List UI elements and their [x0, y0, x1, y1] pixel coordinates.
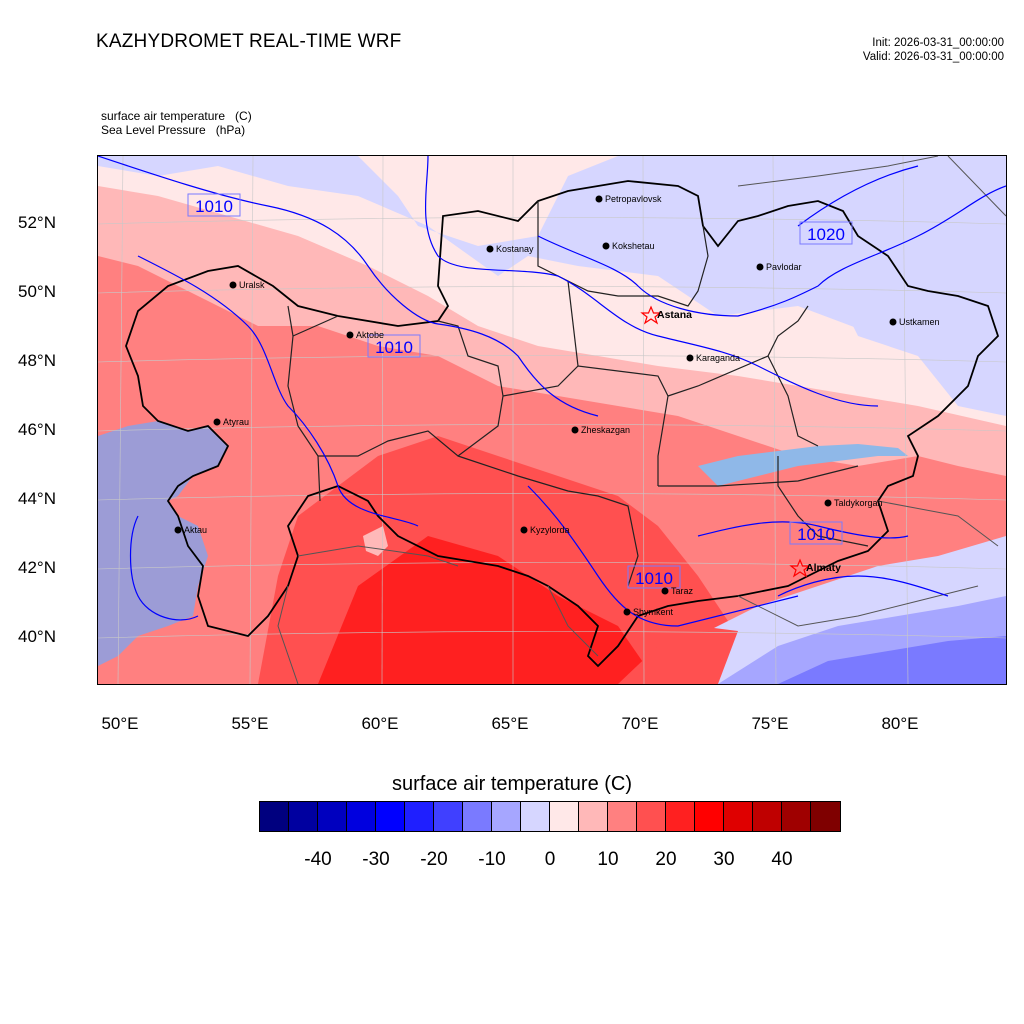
balkhash-lake	[698, 444, 908, 486]
valley-warm	[618, 626, 738, 684]
isobars	[98, 156, 1006, 627]
colorbar-swatch	[405, 802, 434, 831]
colorbar-swatch	[666, 802, 695, 831]
svg-text:1010: 1010	[797, 525, 835, 544]
colorbar-swatch	[753, 802, 782, 831]
graticule	[98, 156, 1006, 684]
lat-label: 46°N	[18, 420, 56, 439]
city-label: Kyzylorda	[530, 525, 570, 535]
map-svg: 1010 1020 1010 1010 1010 Petropavlovsk K…	[98, 156, 1006, 684]
city-label: Ustkamen	[899, 317, 940, 327]
colorbar-tick: 10	[597, 849, 619, 870]
country-border	[125, 180, 1000, 668]
hottest-area	[318, 536, 658, 684]
lat-label: 44°N	[18, 489, 56, 508]
city-label: Almaty	[806, 562, 841, 574]
colorbar-swatch	[347, 802, 376, 831]
lon-label: 65°E	[491, 714, 529, 733]
region-borders	[287, 201, 869, 587]
colorbar-title: surface air temperature (C)	[391, 773, 633, 795]
colorbar-swatch	[318, 802, 347, 831]
init-time: Init: 2026-03-31_00:00:00	[872, 37, 1004, 49]
city-label: Zheskazgan	[581, 425, 630, 435]
lat-label: 48°N	[18, 351, 56, 370]
chart-title: KAZHYDROMET REAL-TIME WRF	[96, 31, 402, 52]
colorbar-swatch	[608, 802, 637, 831]
field-descriptions: surface air temperature (C) Sea Level Pr…	[101, 109, 252, 137]
lat-label: 40°N	[18, 627, 56, 646]
colorbar-tick: -30	[362, 849, 390, 870]
colorbar-swatch	[260, 802, 289, 831]
city-label: Petropavlovsk	[605, 194, 662, 204]
colorbar-tick: 30	[713, 849, 735, 870]
colorbar	[259, 801, 841, 832]
city-label: Kostanay	[496, 244, 534, 254]
colorbar-swatch	[289, 802, 318, 831]
lat-label: 50°N	[18, 282, 56, 301]
city-label: Kokshetau	[612, 241, 655, 251]
city-label: Uralsk	[239, 280, 265, 290]
colorbar-swatch	[724, 802, 753, 831]
colorbar-swatch	[550, 802, 579, 831]
lat-label: 52°N	[18, 213, 56, 232]
lon-label: 80°E	[881, 714, 919, 733]
colorbar-tick: -40	[304, 849, 332, 870]
field-temperature: surface air temperature (C)	[101, 109, 252, 123]
colorbar-swatch	[463, 802, 492, 831]
svg-text:1010: 1010	[635, 569, 673, 588]
colorbar-swatch	[434, 802, 463, 831]
city-markers: Petropavlovsk Kostanay Kokshetau Pavloda…	[174, 194, 940, 617]
cold-area-north	[98, 156, 1006, 336]
colorbar-swatch	[376, 802, 405, 831]
city-label: Karaganda	[696, 353, 740, 363]
colorbar-swatch	[782, 802, 811, 831]
colorbar-tick: 20	[655, 849, 677, 870]
lon-label: 60°E	[361, 714, 399, 733]
aral-area	[363, 526, 388, 556]
mountain-coldest-area	[778, 636, 1006, 684]
city-label: Astana	[657, 309, 692, 321]
valid-time: Valid: 2026-03-31_00:00:00	[862, 51, 1004, 63]
colorbar-swatch	[521, 802, 550, 831]
colorbar-swatch	[579, 802, 608, 831]
svg-text:1010: 1010	[375, 338, 413, 357]
pressure-labels: 1010 1020 1010 1010 1010	[187, 193, 853, 589]
colorbar-swatch	[695, 802, 724, 831]
colorbar-swatch	[637, 802, 666, 831]
cold-area-east	[818, 236, 1006, 416]
city-label: Taraz	[671, 586, 694, 596]
lon-label: 75°E	[751, 714, 789, 733]
colorbar-tick: 40	[771, 849, 793, 870]
map-panel[interactable]: 1010 1020 1010 1010 1010 Petropavlovsk K…	[97, 155, 1007, 685]
city-label: Aktobe	[356, 330, 384, 340]
colorbar-tick: -10	[478, 849, 506, 870]
lon-label: 70°E	[621, 714, 659, 733]
svg-text:1010: 1010	[195, 197, 233, 216]
lat-label: 42°N	[18, 558, 56, 577]
city-label: Shymkent	[633, 607, 674, 617]
caspian-sea	[98, 421, 228, 666]
run-info: Init: 2026-03-31_00:00:00 Valid: 2026-03…	[863, 36, 1004, 64]
lon-label: 55°E	[231, 714, 269, 733]
svg-text:1020: 1020	[807, 225, 845, 244]
city-label: Atyrau	[223, 417, 249, 427]
city-label: Taldykorgan	[834, 498, 883, 508]
city-label: Pavlodar	[766, 262, 802, 272]
field-pressure: Sea Level Pressure (hPa)	[101, 123, 246, 137]
foreign-borders	[277, 156, 1006, 684]
lon-label: 50°E	[101, 714, 139, 733]
colorbar-tick: -20	[420, 849, 448, 870]
colorbar-tick: 0	[544, 849, 556, 870]
colorbar-swatch	[492, 802, 521, 831]
colorbar-swatch	[811, 802, 840, 831]
city-label: Aktau	[184, 525, 207, 535]
